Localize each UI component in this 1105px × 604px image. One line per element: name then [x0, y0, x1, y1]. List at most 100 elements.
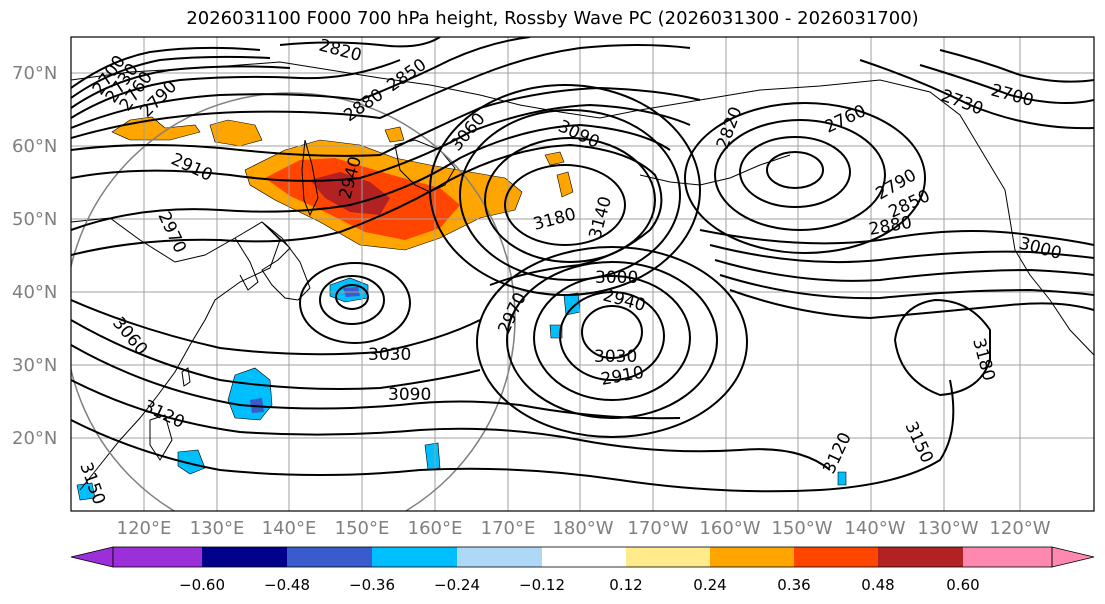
contour-3060-low: [71, 319, 481, 390]
contour-ridge-3180: [504, 164, 626, 246]
contour-low-japan-mid: [319, 275, 385, 325]
anomaly-blue-small-1: [177, 449, 206, 475]
alaska-coast: [639, 79, 1094, 356]
height-contours: [71, 37, 1094, 493]
colorbar: −0.60 −0.48 −0.36 −0.24 −0.12 0.12 0.24 …: [70, 546, 1095, 594]
colorbar-segment: [963, 547, 1052, 567]
contour-2760-northeast: [859, 59, 1094, 130]
colorbar-extend-low: [70, 546, 114, 568]
lat-label: 40°N: [12, 282, 57, 303]
contour-2910-west: [71, 86, 701, 157]
contour-2850-north: [71, 37, 531, 129]
contour-cutoff-2880: [581, 305, 643, 359]
anomaly-blue-small-2: [424, 442, 441, 471]
contour-cutoff-3000: [476, 246, 748, 438]
lat-label: 70°N: [12, 63, 57, 84]
colorbar-tick: 0.12: [609, 576, 642, 594]
colorbar-segment: [878, 547, 963, 567]
anomaly-orange-patch-isle2: [556, 171, 574, 198]
contour-3180-east: [893, 298, 991, 397]
map-title: 2026031100 F000 700 hPa height, Rossby W…: [186, 8, 919, 29]
asia-east-coast: [71, 217, 281, 491]
anomaly-orange-patch-north: [209, 119, 263, 147]
contour-2880-north: [71, 44, 691, 139]
contour-gulf-low-2790: [739, 136, 851, 208]
contour-2820-north: [279, 37, 441, 48]
colorbar-segment: [113, 547, 202, 567]
korea-peninsula: [234, 237, 259, 291]
contour-2880-east: [699, 229, 1094, 246]
contour-ridge-3120: [459, 109, 681, 281]
colorbar-tick: −0.36: [349, 576, 395, 594]
contour-2700-northeast: [939, 49, 1094, 83]
colorbar-tick: −0.48: [264, 576, 310, 594]
contour-cutoff-2940: [533, 275, 691, 401]
longitude-labels: 120°E 130°E 140°E 150°E 160°E 170°E 180°…: [117, 518, 1051, 539]
colorbar-segment: [372, 547, 457, 567]
contour-ridge-3090: [429, 84, 701, 296]
colorbar-tick: −0.12: [519, 576, 565, 594]
colorbar-segment: [626, 547, 710, 567]
contour-ridge-3150: [484, 137, 656, 263]
colorbar-segment: [710, 547, 794, 567]
lon-label: 150°E: [335, 518, 390, 539]
colorbar-segment: [287, 547, 372, 567]
contour-2730-west: [71, 55, 271, 99]
lon-label: 130°E: [190, 518, 245, 539]
colorbar-tick: 0.60: [946, 576, 979, 594]
lon-label: 140°E: [262, 518, 317, 539]
contour-2700-west: [71, 46, 261, 89]
contour-cutoff-2910: [559, 291, 665, 381]
lon-label: 160°W: [699, 518, 760, 539]
contour-gulf-low-2850: [684, 102, 926, 254]
contour-low-japan-outer: [299, 262, 411, 344]
contour-gulf-low-2820: [714, 119, 886, 231]
contour-3150-low: [71, 379, 955, 493]
colorbar-segment: [457, 547, 542, 567]
anomaly-orange-patch-isle: [544, 151, 565, 166]
colorbar-segment: [794, 547, 878, 567]
lat-label: 20°N: [12, 428, 57, 449]
contour-3000-east: [729, 289, 1094, 320]
lon-label: 120°W: [989, 518, 1050, 539]
colorbar-segment: [202, 547, 287, 567]
contour-2940-west: [71, 103, 691, 182]
contour-label: 3000: [595, 268, 638, 288]
lon-label: 120°E: [117, 518, 172, 539]
anomaly-blue-small-5: [76, 482, 96, 501]
contour-2730-northeast: [919, 64, 1094, 105]
contour-gulf-low-2760: [766, 151, 824, 189]
contour-2760-west: [71, 65, 291, 109]
contour-2970-west: [71, 123, 671, 231]
colorbar-tick: 0.48: [861, 576, 894, 594]
colorbar-tick: −0.60: [179, 576, 225, 594]
contour-3120-low: [71, 379, 831, 471]
anomaly-blue-small-4: [549, 324, 563, 339]
contour-2940-east: [714, 259, 1094, 282]
colorbar-tick: −0.24: [434, 576, 480, 594]
lon-label: 130°W: [917, 518, 978, 539]
kamchatka: [394, 139, 456, 193]
sakhalin: [301, 139, 319, 217]
contour-label: 3030: [594, 347, 637, 367]
contour-cutoff-2970: [506, 261, 718, 419]
colorbar-tick-labels: −0.60 −0.48 −0.36 −0.24 −0.12 0.12 0.24 …: [179, 576, 980, 594]
map-border: [70, 36, 1095, 512]
contour-2910-east: [709, 244, 1094, 264]
lon-label: 180°W: [552, 518, 613, 539]
contour-label: 3030: [368, 345, 411, 365]
colorbar-extend-high: [1051, 546, 1095, 568]
negative-anomaly-shading: [76, 277, 847, 501]
latitude-labels: 70°N 60°N 50°N 40°N 30°N 20°N: [12, 63, 57, 449]
taiwan: [181, 367, 191, 387]
contour-2970-east: [719, 274, 1094, 300]
japan-honshu: [261, 221, 311, 301]
colorbar-tick: 0.24: [693, 576, 726, 594]
colorbar-tick: 0.36: [777, 576, 810, 594]
lat-label: 30°N: [12, 355, 57, 376]
anomaly-dark-red-core: [310, 172, 390, 215]
lat-label: 60°N: [12, 136, 57, 157]
contour-label: 3090: [388, 385, 431, 405]
lat-label: 50°N: [12, 209, 57, 230]
